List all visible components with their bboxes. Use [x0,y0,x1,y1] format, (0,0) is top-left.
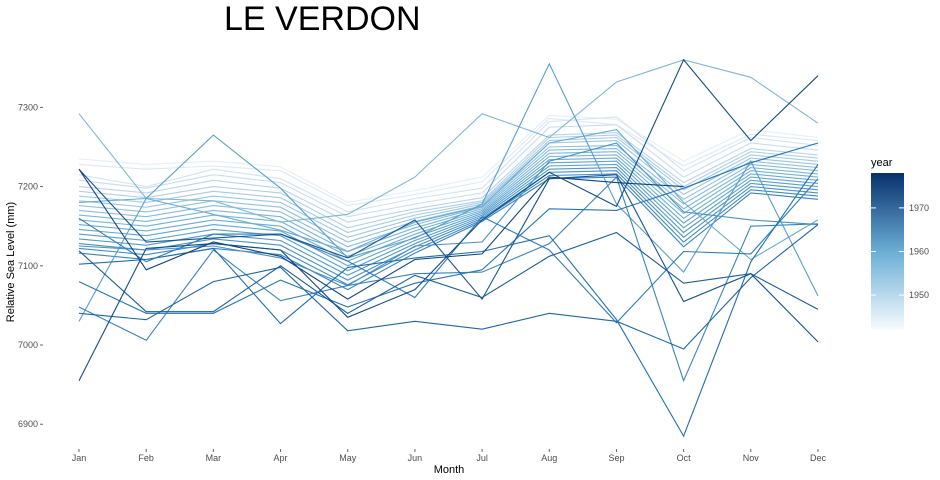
x-tick-label: Dec [810,453,827,463]
series-line-1958 [78,144,819,243]
series-line-1975 [78,58,819,381]
series-line-1960 [78,151,819,253]
legend-colorbar [871,173,904,330]
y-tick-label: 7000 [18,340,38,350]
series-line-1962 [78,157,819,262]
series-line-1954 [78,132,819,223]
series-line-1967 [78,173,819,286]
series-line-1964 [78,163,819,272]
series-line-1957 [78,140,819,238]
legend-tick-label: 1970 [909,203,929,213]
chart-title: LE VERDON [224,0,421,38]
legend-ticks: 1950 1960 1970 [871,203,929,300]
x-tick-label: Jul [476,453,488,463]
x-tick-label: Apr [274,453,288,463]
legend-tick-label: 1960 [909,247,929,257]
y-tick-label: 7300 [18,102,38,112]
series-line-1974 [78,168,819,343]
series-line-1973 [78,231,819,314]
series-line-1948 [78,117,819,207]
series-line-1963 [78,160,819,267]
series-line-1959 [78,148,819,248]
y-tick-label: 7200 [18,182,38,192]
series-line-1966 [78,170,819,281]
series-line-1960a [78,59,819,223]
x-tick-label: Mar [206,453,222,463]
legend-tick-label: 1950 [909,290,929,300]
x-tick-label: Oct [677,453,692,463]
color-legend: year 1950 1960 1970 [871,157,929,330]
x-tick-label: Nov [743,453,760,463]
y-tick-label: 6900 [18,419,38,429]
series-line-1976 [78,168,684,300]
series-line-1972 [78,224,819,350]
series-lines [78,58,819,438]
series-line-1962a [78,129,819,261]
y-tick-label: 7100 [18,261,38,271]
series-line-1946 [78,114,819,203]
y-axis: 6900 7000 7100 7200 7300 [18,102,43,429]
legend-title: year [871,157,893,169]
y-axis-label: Relative Sea Level (mm) [5,202,17,322]
x-tick-label: Feb [138,453,154,463]
series-line-1970 [78,142,819,314]
x-tick-label: Jun [408,453,423,463]
series-line-1950 [78,116,819,213]
x-tick-label: Jan [72,453,87,463]
x-tick-label: Aug [541,453,557,463]
series-line-1968a [78,176,819,383]
series-line-1965 [78,167,819,276]
series-line-1964a [78,62,819,322]
x-axis: Jan Feb Mar Apr May Jun Jul Aug Sep Oct Nov Dec [72,449,827,463]
x-tick-label: May [339,453,357,463]
series-line-1955 [78,134,819,229]
series-line-1952 [78,124,819,218]
x-tick-label: Sep [608,453,624,463]
x-axis-label: Month [434,464,465,476]
